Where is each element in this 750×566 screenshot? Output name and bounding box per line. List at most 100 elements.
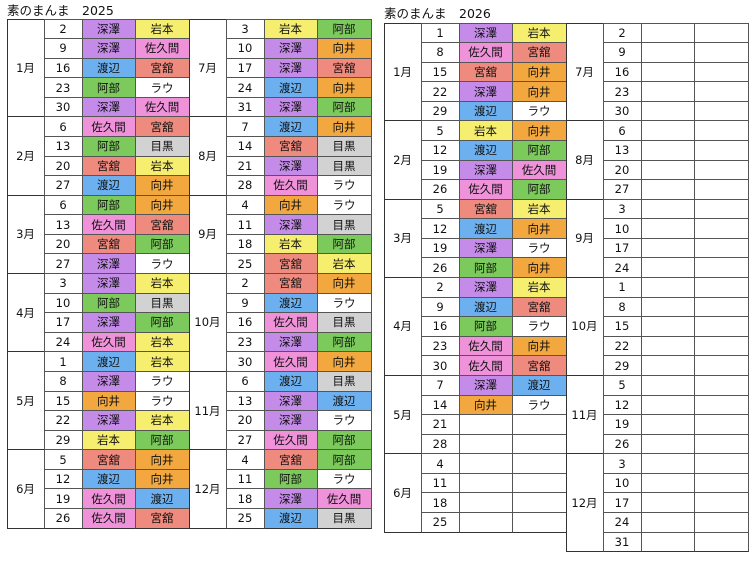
day-cell: 4 (225, 449, 265, 470)
member-cell: 佐久間 (81, 116, 136, 137)
month-cell: 1月 (6, 18, 45, 118)
day-cell: 30 (43, 96, 83, 118)
day-cell: 26 (420, 179, 460, 200)
member-cell: 阿部 (81, 194, 136, 216)
day-cell: 29 (602, 355, 642, 376)
member-cell (693, 61, 749, 83)
member-cell (640, 335, 695, 357)
member-cell: 岩本 (511, 198, 567, 220)
member-cell: 深澤 (263, 390, 318, 412)
table-title: 素のまんま 2026 (384, 6, 491, 21)
member-cell (693, 316, 749, 337)
day-cell: 6 (43, 116, 83, 137)
day-cell: 8 (43, 370, 83, 392)
day-cell: 23 (225, 331, 265, 353)
day-cell: 9 (420, 296, 460, 318)
member-cell: 目黒 (316, 312, 372, 333)
day-cell: 6 (225, 370, 265, 392)
month-cell: 1月 (383, 22, 422, 122)
member-cell: 向井 (81, 390, 136, 412)
day-cell: 9 (602, 42, 642, 63)
member-cell: 渡辺 (458, 100, 513, 122)
day-cell: 15 (602, 316, 642, 337)
day-cell: 6 (602, 120, 642, 141)
member-cell: 阿部 (263, 468, 318, 490)
member-cell: ラウ (316, 468, 372, 490)
member-cell: 深澤 (81, 410, 136, 431)
month-cell: 10月 (565, 277, 604, 376)
month-cell: 8月 (188, 116, 227, 196)
member-cell: ラウ (134, 370, 190, 392)
member-cell (693, 277, 749, 298)
day-cell: 17 (602, 237, 642, 259)
member-cell (511, 512, 567, 533)
member-cell: 岩本 (134, 331, 190, 353)
day-cell: 24 (225, 77, 265, 98)
member-cell: 渡辺 (81, 57, 136, 79)
member-cell (693, 296, 749, 318)
member-cell (693, 120, 749, 141)
member-cell: ラウ (511, 100, 567, 122)
member-cell: 渡辺 (81, 468, 136, 490)
day-cell: 2 (602, 22, 642, 44)
month-cell: 2月 (383, 120, 422, 200)
day-cell: 26 (602, 433, 642, 455)
month-cell: 3月 (383, 198, 422, 279)
member-cell: 宮舘 (263, 273, 318, 294)
day-cell: 31 (225, 96, 265, 118)
member-cell: 阿部 (316, 331, 372, 353)
member-cell (640, 296, 695, 318)
day-cell: 30 (420, 355, 460, 376)
member-cell: 佐久間 (81, 488, 136, 509)
day-cell: 8 (602, 296, 642, 318)
member-cell: 阿部 (316, 96, 372, 118)
day-cell: 3 (225, 18, 265, 40)
member-cell (640, 492, 695, 513)
member-cell (693, 22, 749, 44)
member-cell (693, 159, 749, 181)
month-cell: 7月 (188, 18, 227, 118)
member-cell: ラウ (134, 77, 190, 98)
day-cell: 23 (43, 77, 83, 98)
member-cell (640, 374, 695, 396)
day-cell: 30 (225, 351, 265, 372)
day-cell: 5 (420, 198, 460, 220)
member-cell: 佐久間 (134, 38, 190, 59)
member-cell: 佐久間 (263, 175, 318, 196)
day-cell: 5 (43, 449, 83, 470)
member-cell: 向井 (511, 335, 567, 357)
day-cell: 9 (225, 292, 265, 314)
member-cell: 阿部 (81, 77, 136, 98)
member-cell: 深澤 (458, 374, 513, 396)
member-cell (640, 512, 695, 533)
member-cell: 深澤 (81, 253, 136, 275)
month-cell: 9月 (188, 194, 227, 275)
member-cell: 渡辺 (263, 370, 318, 392)
member-cell: 目黒 (316, 155, 372, 177)
member-cell: 阿部 (81, 292, 136, 314)
member-cell: 宮舘 (81, 155, 136, 177)
member-cell: 向井 (134, 175, 190, 196)
day-cell: 8 (420, 42, 460, 63)
member-cell: 阿部 (511, 179, 567, 200)
day-cell: 18 (420, 492, 460, 513)
day-cell: 3 (602, 198, 642, 220)
month-cell: 8月 (565, 120, 604, 200)
member-cell (693, 218, 749, 239)
member-cell: 阿部 (134, 312, 190, 333)
member-cell: ラウ (511, 394, 567, 416)
member-cell: 目黒 (316, 370, 372, 392)
member-cell: 目黒 (316, 135, 372, 157)
member-cell: 向井 (511, 257, 567, 279)
member-cell: ラウ (316, 194, 372, 216)
member-cell: 阿部 (316, 18, 372, 40)
month-cell: 11月 (565, 374, 604, 455)
member-cell (511, 492, 567, 513)
day-cell: 18 (225, 488, 265, 509)
day-cell: 5 (602, 374, 642, 396)
day-cell: 13 (602, 139, 642, 161)
day-cell: 2 (43, 18, 83, 40)
member-cell: 深澤 (81, 96, 136, 118)
member-cell: 目黒 (316, 508, 372, 529)
member-cell (693, 531, 749, 553)
